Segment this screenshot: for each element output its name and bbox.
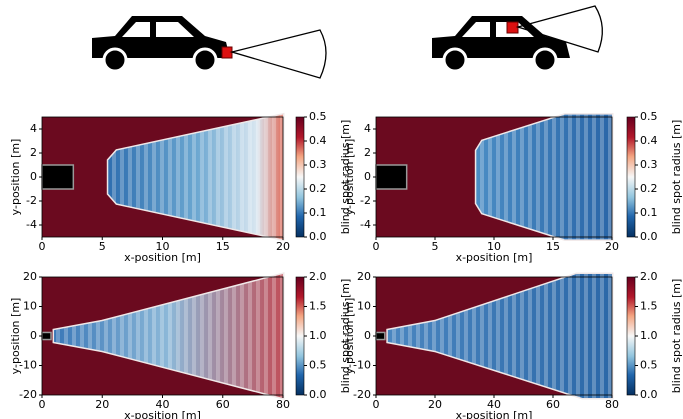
y-tick-label: 2 <box>30 146 37 159</box>
colorbar-label: blind spot radius [m] <box>670 279 683 394</box>
colorbar <box>626 276 636 396</box>
x-tick-label: 15 <box>216 240 230 253</box>
x-tick-label: 5 <box>432 240 439 253</box>
colorbar-tick-label: 0.4 <box>640 134 658 147</box>
x-tick-label: 10 <box>487 240 501 253</box>
x-tick-label: 20 <box>276 240 290 253</box>
colorbar-tick-label: 0.0 <box>309 388 327 401</box>
x-axis-label: x-position [m] <box>456 251 533 264</box>
y-tick-label: -4 <box>26 218 37 231</box>
x-tick-label: 80 <box>276 398 290 411</box>
colorbar-tick-label: 0.5 <box>309 359 327 372</box>
colorbar-tick-label: 2.0 <box>640 270 658 283</box>
x-tick-label: 0 <box>39 240 46 253</box>
colorbar-tick-label: 0.3 <box>640 158 658 171</box>
y-axis-label: y-position [m] <box>343 298 356 375</box>
colorbar-tick-label: 0.4 <box>309 134 327 147</box>
y-tick-label: 10 <box>23 300 37 313</box>
y-tick-label: -10 <box>353 359 371 372</box>
colorbar-tick-label: 0.0 <box>309 230 327 243</box>
x-axis-label: x-position [m] <box>456 409 533 419</box>
y-axis-label: y-position [m] <box>9 139 22 216</box>
car-footprint <box>41 331 52 341</box>
x-tick-label: 0 <box>39 398 46 411</box>
colorbar-tick-label: 1.5 <box>640 300 658 313</box>
y-axis-label: y-position [m] <box>9 298 22 375</box>
car-icon-roof-sensor <box>432 5 603 73</box>
colorbar-tick-label: 0.0 <box>640 388 658 401</box>
x-tick-label: 0 <box>373 240 380 253</box>
x-axis-label: x-position [m] <box>124 251 201 264</box>
x-tick-label: 0 <box>373 398 380 411</box>
x-tick-label: 20 <box>428 398 442 411</box>
y-tick-label: -10 <box>19 359 37 372</box>
colorbar-tick-label: 0.2 <box>309 182 327 195</box>
x-tick-label: 5 <box>99 240 106 253</box>
y-tick-label: 10 <box>357 300 371 313</box>
colorbar-tick-label: 0.3 <box>309 158 327 171</box>
y-tick-label: -20 <box>353 388 371 401</box>
colorbar-tick-label: 0.5 <box>640 110 658 123</box>
car-footprint <box>41 164 75 190</box>
colorbar-tick-label: 0.5 <box>640 359 658 372</box>
coverage-texture <box>387 274 612 398</box>
x-tick-label: 40 <box>487 398 501 411</box>
x-tick-label: 60 <box>546 398 560 411</box>
x-axis-label: x-position [m] <box>124 409 201 419</box>
colorbar-tick-label: 1.0 <box>309 329 327 342</box>
y-tick-label: 4 <box>364 122 371 135</box>
y-tick-label: -2 <box>360 194 371 207</box>
x-tick-label: 20 <box>605 240 619 253</box>
y-tick-label: 20 <box>23 270 37 283</box>
coverage-texture <box>54 274 283 398</box>
car-footprint <box>375 164 408 190</box>
colorbar-tick-label: 1.0 <box>640 329 658 342</box>
y-tick-label: 0 <box>364 329 371 342</box>
y-tick-label: -2 <box>26 194 37 207</box>
y-tick-label: 0 <box>364 170 371 183</box>
y-tick-label: 0 <box>30 329 37 342</box>
y-tick-label: 20 <box>357 270 371 283</box>
colorbar <box>295 276 305 396</box>
x-tick-label: 60 <box>216 398 230 411</box>
y-tick-label: -4 <box>360 218 371 231</box>
x-tick-label: 40 <box>156 398 170 411</box>
colorbar-label: blind spot radius [m] <box>670 120 683 235</box>
car-footprint <box>375 331 386 341</box>
y-tick-label: -20 <box>19 388 37 401</box>
x-tick-label: 15 <box>546 240 560 253</box>
colorbar-tick-label: 0.5 <box>309 110 327 123</box>
colorbar-label: blind spot radius [m] <box>339 279 352 394</box>
y-tick-label: 2 <box>364 146 371 159</box>
car-icon-front-sensor <box>92 16 327 79</box>
y-axis-label: y-position [m] <box>343 139 356 216</box>
colorbar-tick-label: 0.0 <box>640 230 658 243</box>
x-tick-label: 10 <box>156 240 170 253</box>
colorbar-tick-label: 1.5 <box>309 300 327 313</box>
colorbar-tick-label: 0.1 <box>309 206 327 219</box>
colorbar <box>295 116 305 238</box>
coverage-texture <box>108 114 284 240</box>
colorbar <box>626 116 636 238</box>
colorbar-tick-label: 0.1 <box>640 206 658 219</box>
y-tick-label: 4 <box>30 122 37 135</box>
coverage-texture <box>476 114 612 240</box>
x-tick-label: 80 <box>605 398 619 411</box>
colorbar-tick-label: 2.0 <box>309 270 327 283</box>
x-tick-label: 20 <box>95 398 109 411</box>
colorbar-tick-label: 0.2 <box>640 182 658 195</box>
colorbar-label: blind spot radius [m] <box>339 120 352 235</box>
y-tick-label: 0 <box>30 170 37 183</box>
